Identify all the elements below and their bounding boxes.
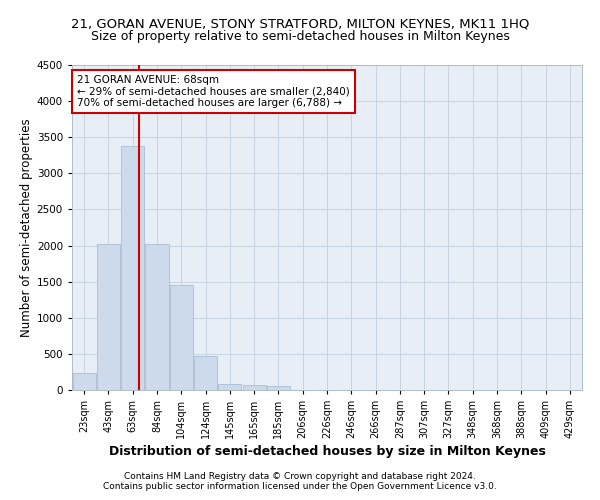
Bar (267, 386, 290, 390)
Text: 21 GORAN AVENUE: 68sqm
← 29% of semi-detached houses are smaller (2,840)
70% of : 21 GORAN AVENUE: 68sqm ← 29% of semi-det… (77, 74, 350, 108)
Text: Size of property relative to semi-detached houses in Milton Keynes: Size of property relative to semi-detach… (91, 30, 509, 43)
Text: 21, GORAN AVENUE, STONY STRATFORD, MILTON KEYNES, MK11 1HQ: 21, GORAN AVENUE, STONY STRATFORD, MILTO… (71, 18, 529, 30)
Bar (242, 385, 266, 390)
Bar (170, 284, 193, 390)
Text: Contains public sector information licensed under the Open Government Licence v3: Contains public sector information licen… (103, 482, 497, 491)
Bar (194, 356, 217, 390)
Bar (121, 146, 144, 390)
Bar (218, 384, 241, 390)
Text: Contains HM Land Registry data © Crown copyright and database right 2024.: Contains HM Land Registry data © Crown c… (124, 472, 476, 481)
Y-axis label: Number of semi-detached properties: Number of semi-detached properties (20, 118, 32, 337)
Bar (73, 374, 95, 390)
Bar (97, 244, 120, 390)
X-axis label: Distribution of semi-detached houses by size in Milton Keynes: Distribution of semi-detached houses by … (109, 446, 545, 458)
Bar (145, 244, 169, 390)
